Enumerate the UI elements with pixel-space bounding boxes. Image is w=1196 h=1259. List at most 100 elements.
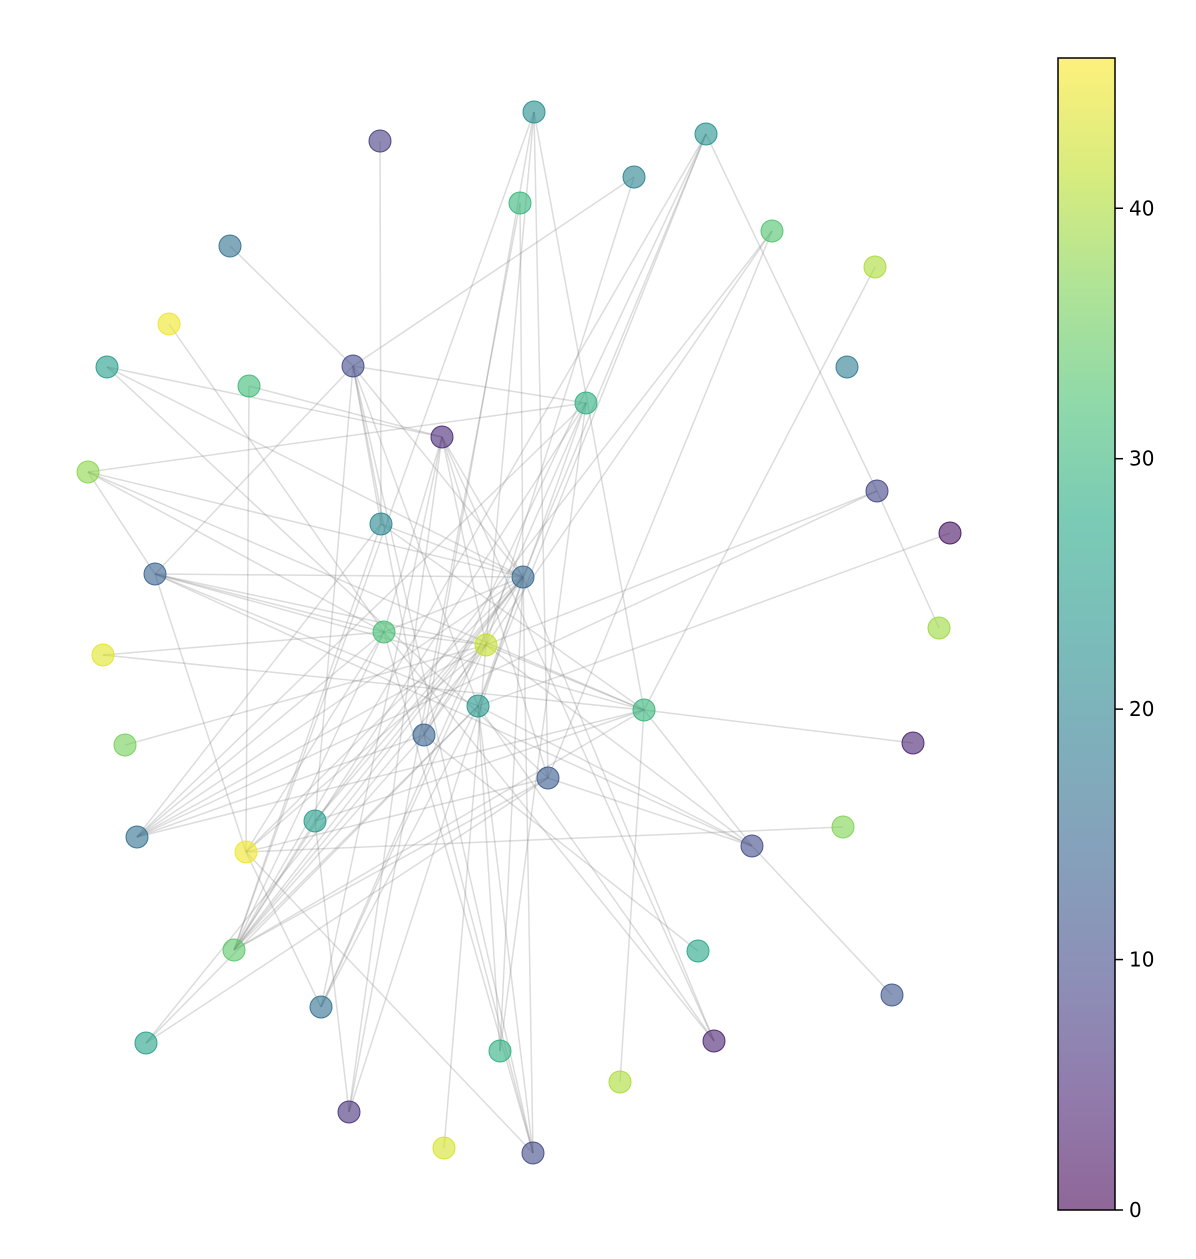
network-edge xyxy=(154,573,487,646)
network-edge xyxy=(145,777,549,1044)
network-node xyxy=(508,191,532,215)
network-edge xyxy=(233,734,425,951)
network-node xyxy=(760,219,784,243)
colorbar-tick-label: 20 xyxy=(1129,697,1154,721)
network-edge xyxy=(87,471,524,578)
network-edge xyxy=(245,851,322,1008)
network-node xyxy=(865,479,889,503)
network-edge xyxy=(423,576,524,736)
network-edge xyxy=(423,133,707,736)
network-node xyxy=(831,815,855,839)
network-edge xyxy=(154,365,354,575)
network-node xyxy=(369,512,393,536)
network-node xyxy=(309,995,333,1019)
network-edge xyxy=(547,230,773,779)
network-edge xyxy=(379,140,382,525)
network-edge xyxy=(380,523,524,578)
network-edge xyxy=(876,490,940,629)
network-edge xyxy=(352,365,524,578)
network-node xyxy=(686,939,710,963)
network-node xyxy=(234,840,258,864)
network-node xyxy=(702,1029,726,1053)
network-edge xyxy=(154,573,524,578)
network-edge xyxy=(245,851,534,1154)
network-edge xyxy=(348,436,443,1113)
network-edge xyxy=(522,576,534,1154)
network-edge xyxy=(485,111,535,646)
network-edge xyxy=(320,644,487,1008)
network-node xyxy=(608,1070,632,1094)
network-edge xyxy=(352,365,534,1154)
network-edge xyxy=(314,709,645,822)
nodes-layer xyxy=(76,100,962,1165)
network-edge xyxy=(314,365,354,822)
network-edge xyxy=(248,385,443,438)
network-node xyxy=(218,234,242,258)
network-node xyxy=(574,391,598,415)
network-node xyxy=(740,834,764,858)
network-edge xyxy=(499,576,524,1052)
network-edge xyxy=(154,573,479,707)
network-edge xyxy=(229,245,354,367)
network-edge xyxy=(233,576,524,951)
network-edge xyxy=(87,471,156,575)
colorbar-frame xyxy=(1057,57,1116,1211)
network-node xyxy=(91,643,115,667)
network-edge xyxy=(124,644,487,746)
network-edge xyxy=(352,365,479,707)
network-node xyxy=(536,766,560,790)
network-edge xyxy=(136,644,487,838)
network-edge xyxy=(245,826,844,853)
network-node xyxy=(466,694,490,718)
network-node xyxy=(430,425,454,449)
network-edge xyxy=(102,631,385,656)
network-node xyxy=(835,355,859,379)
network-edge xyxy=(383,576,524,633)
network-node xyxy=(95,355,119,379)
network-edge xyxy=(154,573,645,711)
network-node xyxy=(76,460,100,484)
network-edge xyxy=(423,111,535,736)
network-edge xyxy=(423,734,699,952)
network-edge xyxy=(477,705,501,1052)
network-edge xyxy=(233,777,549,951)
network-node xyxy=(125,825,149,849)
network-edge xyxy=(233,644,487,951)
network-node xyxy=(622,165,646,189)
network-edge xyxy=(423,734,534,1154)
network-node xyxy=(372,620,396,644)
network-edge xyxy=(485,644,753,847)
network-edge xyxy=(619,709,645,1083)
network-edge xyxy=(547,777,753,847)
network-node xyxy=(632,698,656,722)
network-edge xyxy=(751,845,893,996)
colorbar-tick-label: 0 xyxy=(1129,1198,1142,1222)
network-edge xyxy=(643,709,914,744)
network-edge xyxy=(477,705,753,847)
network-edge xyxy=(477,402,587,707)
network-edge xyxy=(136,490,878,838)
network-edge xyxy=(233,631,385,951)
network-edge xyxy=(441,436,715,1042)
network-edge xyxy=(106,366,443,438)
colorbar-tick-label: 10 xyxy=(1129,948,1154,972)
network-edge xyxy=(643,709,753,847)
network-edge xyxy=(485,490,878,646)
network-edge xyxy=(705,133,878,492)
network-edge xyxy=(383,631,534,1154)
network-edge xyxy=(145,705,479,1044)
network-node xyxy=(521,1141,545,1165)
network-edge xyxy=(441,436,549,779)
network-edge xyxy=(154,573,385,633)
network-node xyxy=(901,731,925,755)
colorbar-tick-label: 40 xyxy=(1129,196,1154,220)
network-edge xyxy=(136,709,645,838)
network-edge xyxy=(477,705,534,1154)
network-edge xyxy=(477,133,707,707)
network-edge xyxy=(477,705,715,1042)
network-node xyxy=(432,1136,456,1160)
network-edge xyxy=(477,532,951,707)
network-edge xyxy=(320,436,443,1008)
network-node xyxy=(522,100,546,124)
